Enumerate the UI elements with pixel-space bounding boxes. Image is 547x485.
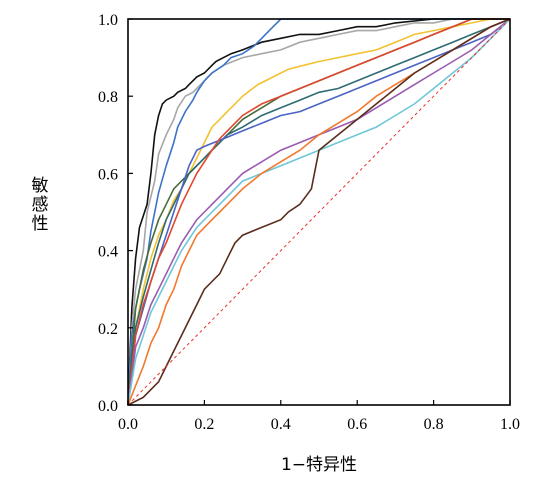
roc-series-6-line <box>127 18 511 406</box>
y-tick-label: 0.2 <box>98 321 118 338</box>
roc-series-7-line <box>127 18 511 406</box>
roc-series-10-line <box>127 18 511 406</box>
y-axis: 0.0 0.2 0.4 0.6 0.8 1.0 <box>98 12 133 415</box>
series-layer <box>127 18 511 406</box>
y-tick-label: 0.6 <box>98 166 118 183</box>
y-tick-label: 0.8 <box>98 89 118 106</box>
y-tick-label: 0.0 <box>98 398 118 415</box>
x-tick-label: 0.2 <box>194 416 214 433</box>
roc-series-9-line <box>127 18 511 406</box>
roc-series-12-line <box>127 18 511 406</box>
plot-frame <box>127 18 511 406</box>
reference-diagonal-line <box>127 18 511 406</box>
x-tick-label: 0.8 <box>424 416 444 433</box>
x-tick-label: 1.0 <box>500 416 520 433</box>
y-tick-label: 1.0 <box>98 12 118 29</box>
y-tick-label: 0.4 <box>98 244 118 261</box>
x-axis-title: 1−特异性 <box>281 455 357 475</box>
roc-series-8-line <box>127 18 510 406</box>
x-tick-label: 0.6 <box>347 416 367 433</box>
x-tick-label: 0.4 <box>271 416 291 433</box>
y-axis-title: 敏感性 <box>32 176 49 234</box>
x-tick-label: 0.0 <box>118 416 138 433</box>
roc-series-1-line <box>127 18 510 406</box>
x-axis: 0.0 0.2 0.4 0.6 0.8 1.0 <box>118 400 520 433</box>
